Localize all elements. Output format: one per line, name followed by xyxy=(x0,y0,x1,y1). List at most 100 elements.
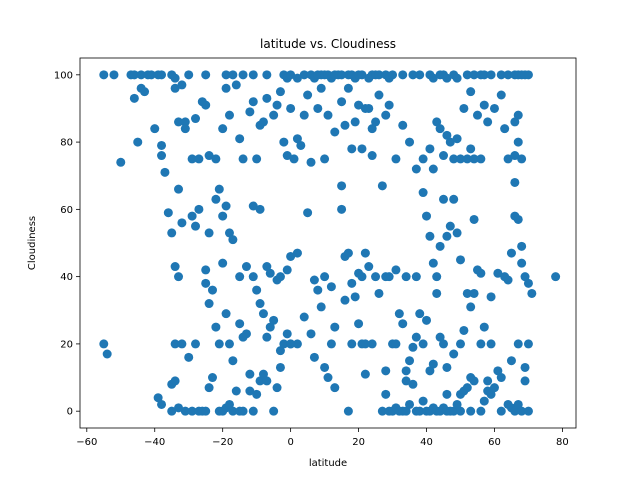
data-point xyxy=(493,268,503,278)
data-point xyxy=(248,70,258,80)
chart-title: latitude vs. Cloudiness xyxy=(260,37,396,51)
data-point xyxy=(262,332,272,342)
data-point xyxy=(442,231,452,241)
data-point xyxy=(204,151,214,161)
data-point xyxy=(486,389,496,399)
data-point xyxy=(255,299,265,309)
data-point xyxy=(405,137,415,147)
data-point xyxy=(309,352,319,362)
data-point xyxy=(445,137,455,147)
data-point xyxy=(469,70,479,80)
data-point xyxy=(272,100,282,110)
data-point xyxy=(102,349,112,359)
data-point xyxy=(371,272,381,282)
data-point xyxy=(371,117,381,127)
data-point xyxy=(269,315,279,325)
data-point xyxy=(157,70,167,80)
data-point xyxy=(425,366,435,376)
data-point xyxy=(252,389,262,399)
data-point xyxy=(442,389,452,399)
data-point xyxy=(292,339,302,349)
x-tick-label: 60 xyxy=(488,437,501,448)
data-point xyxy=(170,262,180,272)
data-point xyxy=(442,362,452,372)
x-tick-label: 40 xyxy=(420,437,433,448)
data-point xyxy=(109,70,119,80)
data-point xyxy=(337,204,347,214)
data-point xyxy=(323,110,333,120)
data-point xyxy=(306,157,316,167)
data-point xyxy=(520,376,530,386)
data-point xyxy=(442,73,452,83)
data-point xyxy=(374,90,384,100)
data-point xyxy=(401,272,411,282)
data-point xyxy=(282,151,292,161)
data-point xyxy=(408,342,418,352)
x-tick-label: 0 xyxy=(287,437,293,448)
data-point xyxy=(320,362,330,372)
data-point xyxy=(174,403,184,413)
data-point xyxy=(452,134,462,144)
data-point xyxy=(513,137,523,147)
data-point xyxy=(241,262,251,272)
data-point xyxy=(221,70,231,80)
data-point xyxy=(455,406,465,416)
data-point xyxy=(347,278,357,288)
data-point xyxy=(496,70,506,80)
data-point xyxy=(286,251,296,261)
data-point xyxy=(269,110,279,120)
data-point xyxy=(520,272,530,282)
data-point xyxy=(479,322,489,332)
data-point xyxy=(452,228,462,238)
data-point xyxy=(228,70,238,80)
data-point xyxy=(449,349,459,359)
y-tick-label: 40 xyxy=(60,272,73,283)
data-point xyxy=(343,248,353,258)
data-point xyxy=(523,278,533,288)
data-point xyxy=(224,228,234,238)
data-point xyxy=(476,406,486,416)
data-point xyxy=(129,70,139,80)
data-point xyxy=(496,373,506,383)
data-point xyxy=(214,339,224,349)
data-point xyxy=(374,288,384,298)
data-point xyxy=(384,100,394,110)
data-point xyxy=(170,73,180,83)
data-point xyxy=(466,406,476,416)
data-point xyxy=(160,167,170,177)
data-point xyxy=(167,406,177,416)
data-point xyxy=(184,70,194,80)
data-point xyxy=(428,258,438,268)
data-point xyxy=(187,406,197,416)
data-point xyxy=(241,329,251,339)
data-point xyxy=(174,184,184,194)
data-point xyxy=(330,322,340,332)
data-point xyxy=(422,211,432,221)
data-point xyxy=(248,201,258,211)
data-point xyxy=(405,356,415,366)
x-tick-label: −60 xyxy=(76,437,97,448)
data-point xyxy=(245,386,255,396)
data-point xyxy=(493,366,503,376)
data-point xyxy=(248,406,258,416)
data-point xyxy=(469,154,479,164)
data-point xyxy=(496,406,506,416)
data-point xyxy=(275,272,285,282)
data-point xyxy=(211,194,221,204)
data-point xyxy=(388,70,398,80)
data-point xyxy=(503,275,513,285)
y-tick-label: 80 xyxy=(60,138,73,149)
data-point xyxy=(133,137,143,147)
data-point xyxy=(177,80,187,90)
data-point xyxy=(191,221,201,231)
data-point xyxy=(282,329,292,339)
data-point xyxy=(415,70,425,80)
x-tick-label: −40 xyxy=(144,437,165,448)
data-point xyxy=(316,83,326,93)
data-point xyxy=(418,188,428,198)
data-point xyxy=(506,248,516,258)
data-point xyxy=(364,103,374,113)
data-point xyxy=(360,369,370,379)
data-point xyxy=(364,262,374,272)
data-points xyxy=(99,70,561,416)
